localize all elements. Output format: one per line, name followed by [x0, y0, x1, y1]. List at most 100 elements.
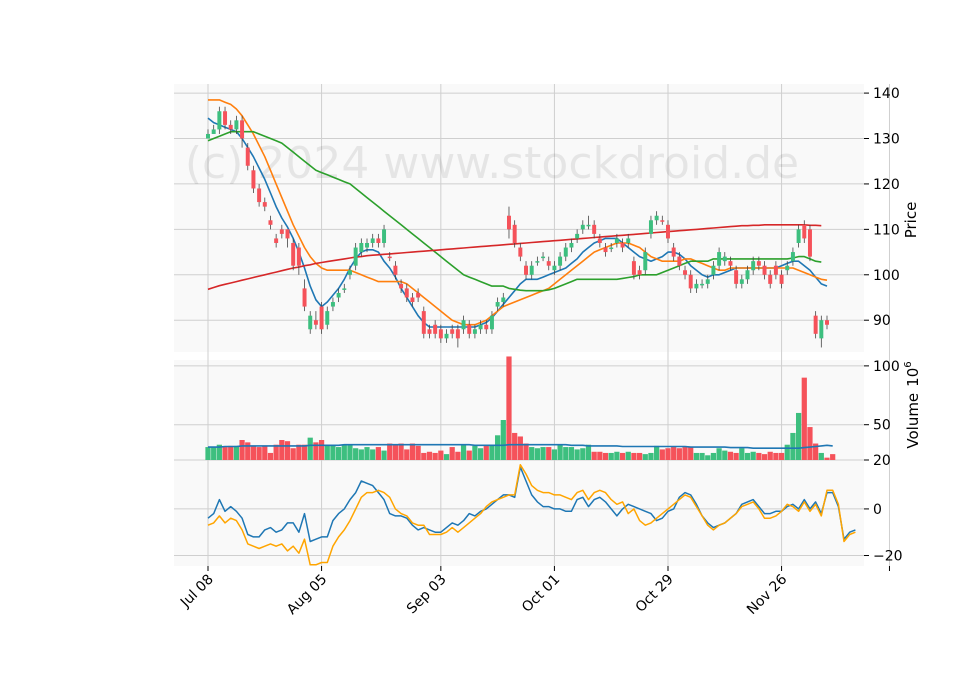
- candle-body: [455, 329, 460, 339]
- volume-bar: [795, 412, 802, 460]
- candle-body: [274, 238, 279, 243]
- candle-body: [580, 224, 585, 230]
- volume-bar: [324, 444, 330, 460]
- candle-body: [427, 329, 432, 334]
- volume-bar: [313, 442, 319, 460]
- volume-bar: [517, 436, 523, 460]
- oscillator-tick-label: 0: [873, 502, 882, 518]
- volume-bar: [563, 447, 569, 460]
- volume-bar: [710, 452, 717, 460]
- volume-bar: [580, 448, 586, 460]
- volume-bar: [228, 445, 234, 460]
- candle-body: [302, 288, 307, 307]
- price-tick-label: 140: [873, 86, 900, 102]
- volume-bar: [716, 448, 722, 460]
- candle-body: [478, 324, 483, 330]
- volume-bar: [540, 447, 546, 460]
- candle-body: [700, 283, 705, 286]
- candle-body: [245, 147, 250, 166]
- volume-bar: [761, 454, 768, 460]
- volume-bar: [659, 449, 665, 460]
- candle-body: [211, 129, 216, 134]
- volume-bar: [262, 445, 268, 460]
- candle-body: [575, 233, 580, 239]
- volume-bar: [290, 448, 296, 460]
- candle-body: [779, 274, 784, 284]
- volume-bar: [381, 450, 387, 460]
- candle-body: [728, 261, 733, 266]
- volume-bar: [529, 447, 535, 460]
- candle-body: [376, 238, 381, 243]
- candle-body: [472, 329, 477, 334]
- volume-bar: [460, 444, 467, 460]
- candle-body: [790, 252, 795, 262]
- volume-bar: [443, 454, 450, 460]
- candle-body: [546, 261, 551, 266]
- volume-bar: [727, 451, 734, 460]
- volume-bar: [693, 452, 699, 460]
- volume-bar: [585, 444, 592, 460]
- candle-body: [495, 302, 500, 307]
- volume-bar: [790, 432, 796, 460]
- volume-bar: [432, 452, 438, 460]
- candle-body: [825, 320, 829, 325]
- candle-body: [251, 170, 256, 189]
- volume-bar: [466, 450, 472, 460]
- candle-body: [654, 215, 659, 221]
- volume-bar: [301, 444, 308, 460]
- volume-bar: [500, 420, 506, 460]
- candle-body: [717, 252, 722, 266]
- volume-bar: [222, 447, 228, 460]
- candle-body: [660, 220, 665, 222]
- volume-bar: [438, 450, 444, 460]
- candle-body: [387, 256, 392, 259]
- candle-body: [296, 247, 301, 266]
- volume-bar: [245, 442, 251, 460]
- volume-bar: [211, 447, 217, 460]
- candle-body: [722, 256, 727, 262]
- volume-bar: [705, 455, 711, 460]
- volume-bar: [426, 451, 433, 460]
- candle-body: [461, 320, 466, 330]
- volume-bar: [534, 448, 540, 460]
- candle-body: [410, 297, 415, 303]
- candle-body: [524, 265, 529, 275]
- price-ma-line-1: [208, 99, 828, 326]
- volume-bar: [671, 447, 677, 460]
- volume-bar: [654, 445, 660, 460]
- candle-body: [768, 274, 773, 284]
- candle-body: [404, 288, 409, 298]
- volume-bar: [347, 444, 353, 460]
- candle-body: [694, 283, 699, 289]
- volume-bar: [404, 449, 410, 460]
- candle-body: [382, 229, 387, 243]
- volume-bar: [330, 444, 336, 460]
- candle-body: [217, 111, 222, 130]
- candle-body: [234, 120, 239, 130]
- volume-bar: [778, 452, 785, 460]
- candle-body: [416, 292, 421, 298]
- candle-body: [433, 324, 438, 334]
- candle-body: [518, 247, 523, 257]
- candle-body: [262, 202, 267, 207]
- candle-body: [450, 329, 455, 334]
- oscillator-line-0: [207, 466, 856, 543]
- candle-body: [279, 229, 284, 234]
- oscillator-tick-label: −20: [873, 549, 903, 565]
- volume-bar: [813, 443, 819, 460]
- candle-body: [489, 315, 494, 330]
- volume-bar: [699, 452, 705, 460]
- volume-bar: [449, 447, 455, 460]
- volume-bar: [591, 451, 597, 460]
- volume-bar: [722, 450, 728, 460]
- candle-body: [773, 265, 778, 275]
- volume-bar: [318, 440, 325, 460]
- candle-body: [541, 256, 546, 259]
- x-tick-label: Oct 29: [633, 572, 677, 616]
- candle-body: [506, 215, 511, 230]
- volume-bar: [296, 444, 302, 460]
- volume-bar: [733, 452, 739, 460]
- candle-body: [223, 111, 228, 125]
- volume-bar: [364, 447, 370, 460]
- candle-body: [671, 247, 676, 257]
